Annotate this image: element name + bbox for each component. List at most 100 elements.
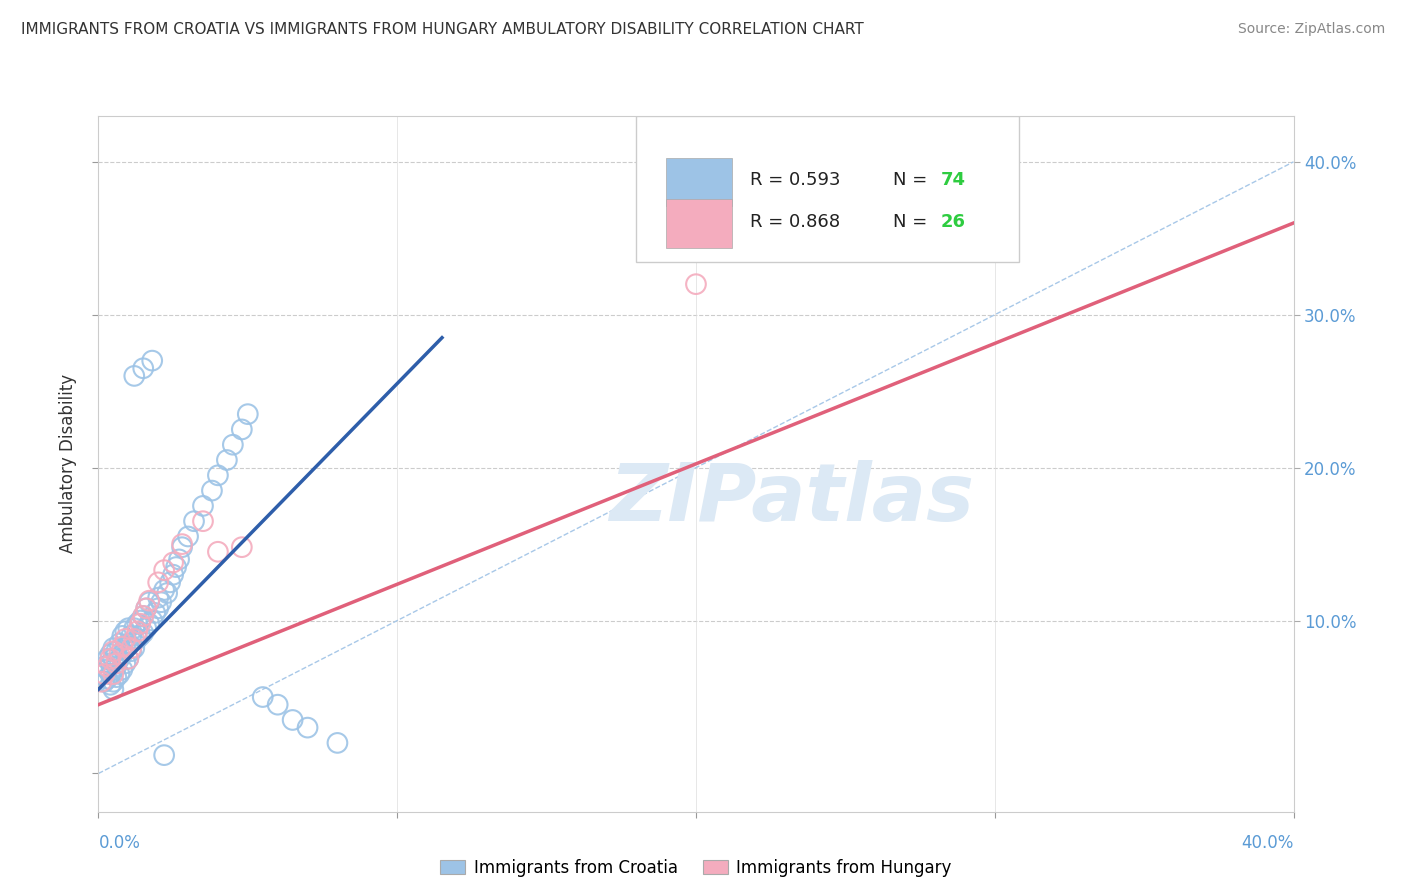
Point — [127, 624, 149, 639]
Point — [201, 483, 224, 498]
Point — [124, 641, 146, 656]
Point — [132, 609, 155, 624]
Point — [281, 713, 304, 727]
Point — [132, 625, 155, 640]
Point — [135, 601, 157, 615]
Point — [141, 353, 163, 368]
Point — [105, 657, 128, 671]
Point — [129, 629, 152, 643]
Point — [117, 621, 139, 635]
Text: Source: ZipAtlas.com: Source: ZipAtlas.com — [1237, 22, 1385, 37]
Point — [326, 736, 349, 750]
Point — [90, 674, 112, 689]
Point — [129, 614, 152, 628]
Bar — [666, 200, 733, 248]
Point — [124, 621, 146, 635]
Point — [159, 575, 181, 590]
Point — [191, 514, 214, 528]
Point — [153, 563, 176, 577]
Text: R = 0.593: R = 0.593 — [749, 171, 841, 189]
Text: 26: 26 — [941, 212, 966, 231]
Point — [111, 629, 134, 643]
Point — [105, 644, 128, 658]
Point — [124, 632, 146, 646]
Point — [100, 647, 122, 661]
Point — [111, 663, 134, 677]
Point — [124, 368, 146, 383]
Point — [685, 277, 707, 292]
Point — [207, 468, 229, 483]
Point — [111, 647, 134, 661]
Point — [236, 407, 259, 421]
Point — [120, 644, 142, 658]
Point — [100, 652, 122, 666]
Point — [90, 667, 112, 681]
Point — [135, 601, 157, 615]
Point — [96, 672, 118, 686]
Point — [231, 540, 253, 554]
Point — [172, 537, 194, 551]
Point — [96, 659, 118, 673]
Point — [96, 663, 118, 677]
Point — [138, 595, 160, 609]
Point — [96, 652, 118, 666]
Point — [108, 647, 131, 661]
Point — [103, 663, 125, 677]
Text: R = 0.868: R = 0.868 — [749, 212, 839, 231]
Point — [108, 652, 131, 666]
Point — [252, 690, 274, 704]
Y-axis label: Ambulatory Disability: Ambulatory Disability — [59, 375, 77, 553]
Text: IMMIGRANTS FROM CROATIA VS IMMIGRANTS FROM HUNGARY AMBULATORY DISABILITY CORRELA: IMMIGRANTS FROM CROATIA VS IMMIGRANTS FR… — [21, 22, 863, 37]
Point — [141, 614, 163, 628]
Point — [114, 657, 136, 671]
Point — [120, 641, 142, 656]
Point — [111, 640, 134, 654]
Point — [117, 652, 139, 666]
Point — [138, 616, 160, 631]
Point — [297, 721, 319, 735]
Point — [103, 644, 125, 658]
FancyBboxPatch shape — [637, 116, 1018, 262]
Point — [93, 674, 115, 689]
Point — [105, 659, 128, 673]
Point — [143, 606, 166, 620]
Point — [132, 609, 155, 624]
Point — [105, 670, 128, 684]
Point — [148, 575, 170, 590]
Point — [100, 667, 122, 681]
Point — [129, 616, 152, 631]
Point — [117, 652, 139, 666]
Point — [117, 636, 139, 650]
Point — [150, 595, 173, 609]
Point — [172, 540, 194, 554]
Point — [114, 641, 136, 656]
Point — [177, 529, 200, 543]
Point — [138, 593, 160, 607]
Point — [103, 667, 125, 681]
Point — [167, 552, 190, 566]
Point — [156, 586, 179, 600]
Point — [103, 682, 125, 697]
Point — [215, 453, 238, 467]
Text: 74: 74 — [941, 171, 966, 189]
Point — [100, 678, 122, 692]
Point — [162, 556, 184, 570]
Point — [165, 560, 187, 574]
Point — [103, 641, 125, 656]
Point — [114, 632, 136, 646]
Text: ZIPatlas: ZIPatlas — [609, 459, 974, 538]
Point — [148, 601, 170, 615]
Point — [132, 361, 155, 376]
Point — [127, 632, 149, 646]
Point — [148, 591, 170, 605]
Point — [162, 567, 184, 582]
Point — [135, 621, 157, 635]
Text: N =: N = — [893, 171, 928, 189]
Bar — [666, 158, 733, 206]
Text: 0.0%: 0.0% — [98, 834, 141, 852]
Point — [153, 582, 176, 597]
Legend: Immigrants from Croatia, Immigrants from Hungary: Immigrants from Croatia, Immigrants from… — [434, 852, 957, 883]
Point — [103, 652, 125, 666]
Point — [267, 698, 290, 712]
Point — [127, 616, 149, 631]
